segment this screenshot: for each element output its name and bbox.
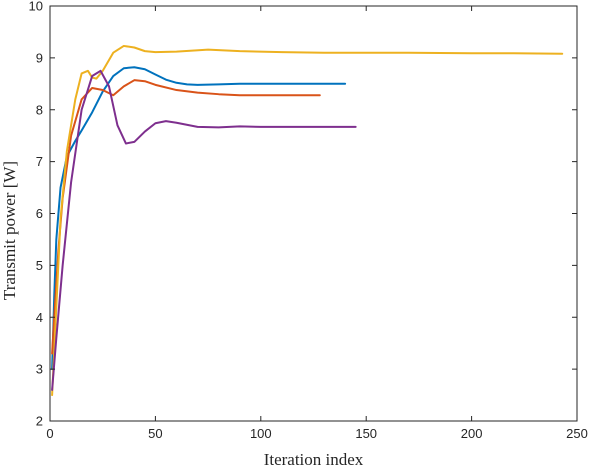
x-tick-label: 50	[148, 426, 162, 441]
y-tick-label: 10	[29, 0, 43, 14]
x-axis-label: Iteration index	[264, 450, 364, 466]
y-tick-label: 7	[36, 154, 43, 169]
x-tick-label: 150	[355, 426, 377, 441]
y-tick-label: 3	[36, 362, 43, 377]
series-line-4	[51, 69, 357, 391]
x-tick-label: 250	[566, 426, 588, 441]
series-layer	[51, 44, 564, 397]
series-line-3	[51, 44, 564, 397]
series-line-1	[51, 66, 347, 371]
y-axis-label: Transmit power [W]	[0, 161, 19, 300]
series-line-2	[51, 79, 321, 355]
y-tick-label: 5	[36, 258, 43, 273]
y-tick-label: 4	[36, 310, 43, 325]
x-tick-label: 100	[250, 426, 272, 441]
y-tick-label: 6	[36, 206, 43, 221]
y-tick-label: 9	[36, 50, 43, 65]
x-tick-label: 200	[461, 426, 483, 441]
y-tick-label: 2	[36, 414, 43, 429]
y-tick-label: 8	[36, 102, 43, 117]
x-tick-label: 0	[46, 426, 53, 441]
axes-layer: 0 50 100 150 200 250 2 3 4 5 6 7 8 9 10	[29, 0, 588, 441]
